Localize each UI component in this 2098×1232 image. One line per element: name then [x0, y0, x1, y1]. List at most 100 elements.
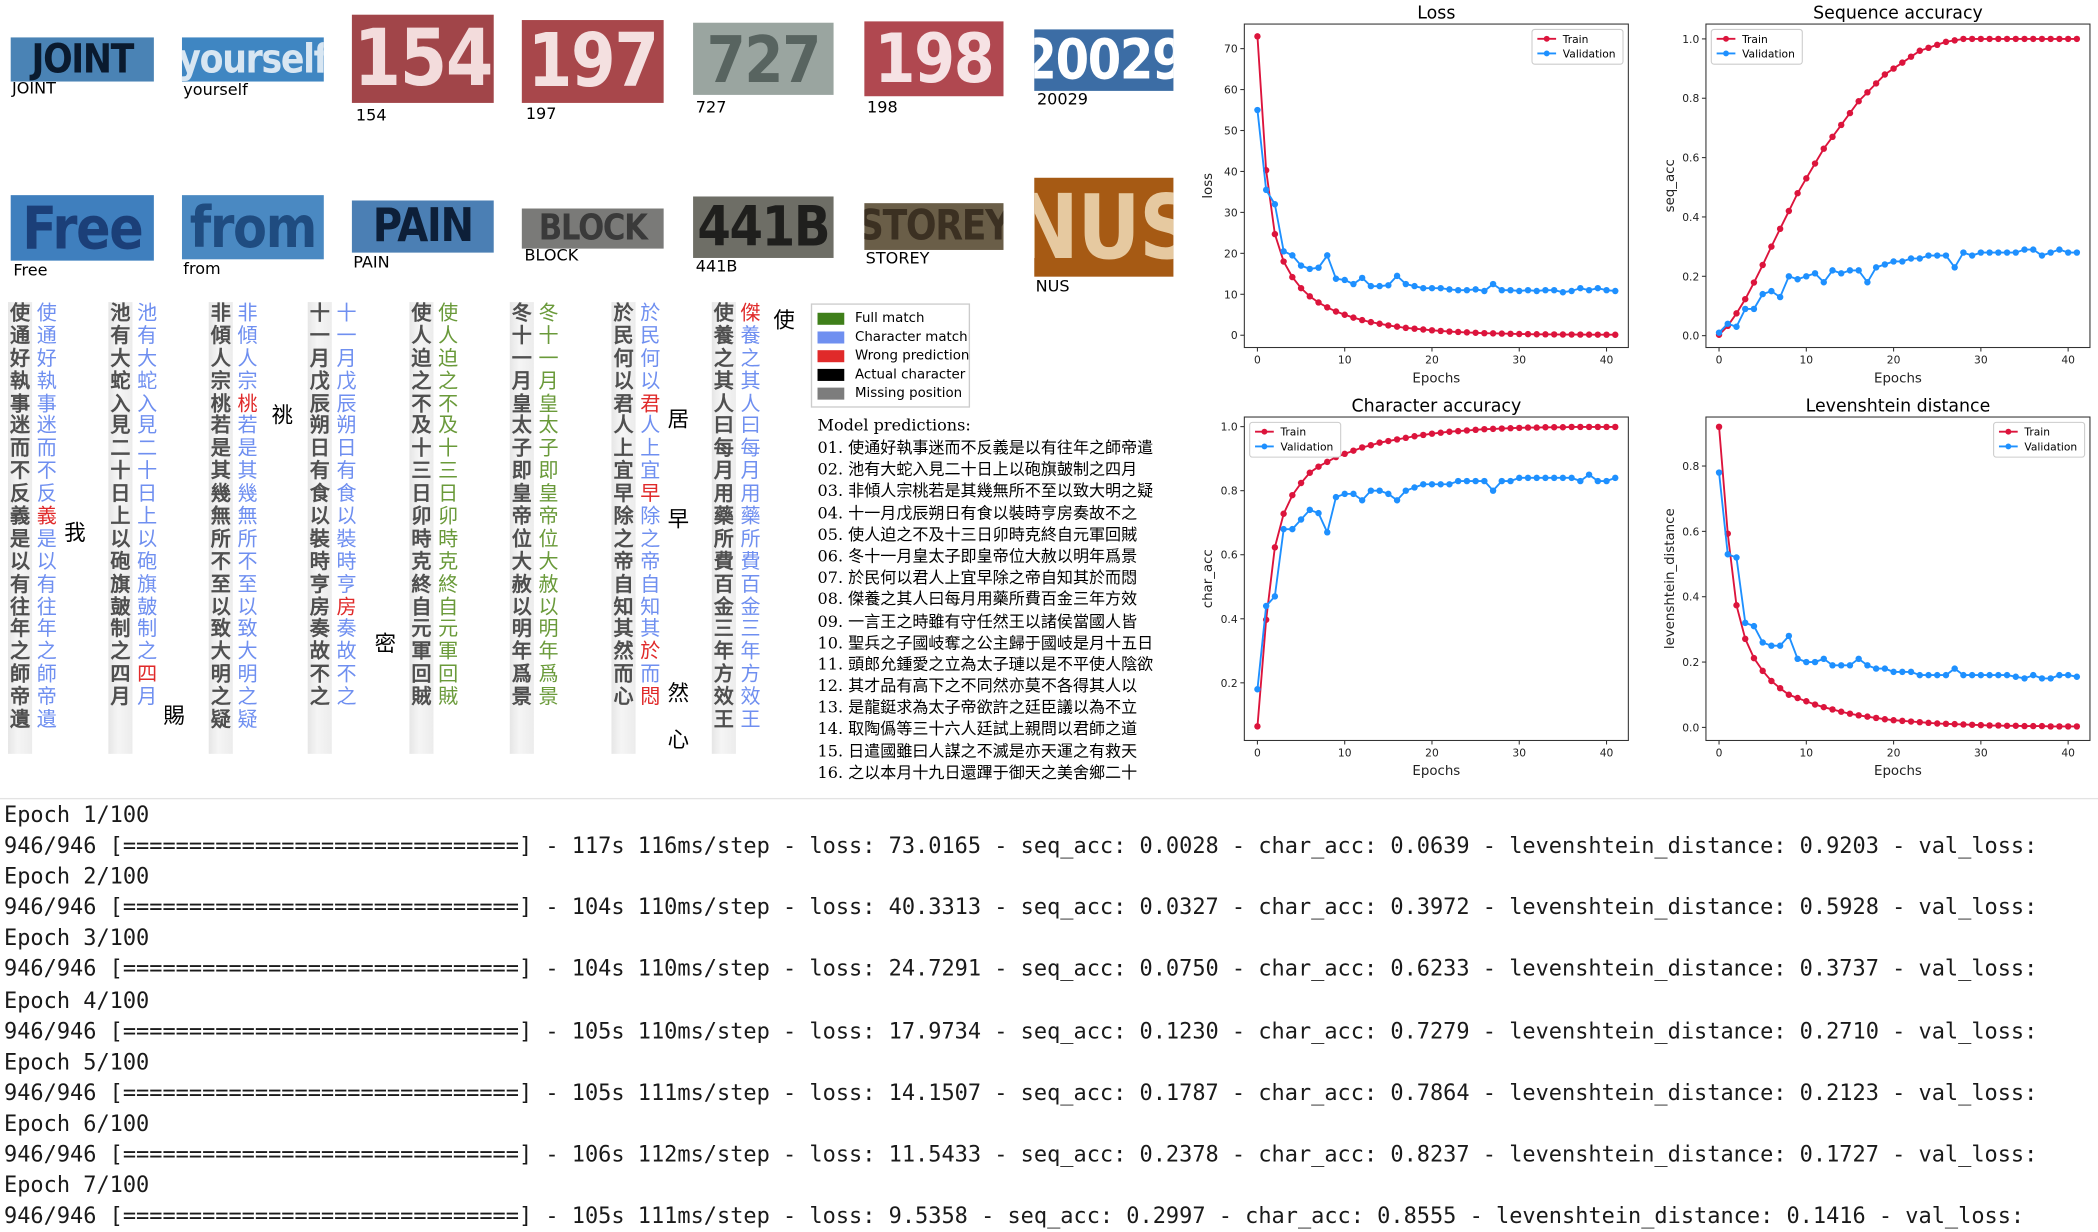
manuscript-char: 藥 [713, 503, 734, 528]
predicted-char: 王 [740, 707, 761, 732]
legend-series-name: Validation [1563, 47, 1616, 60]
predicted-char: 通 [36, 323, 57, 348]
manuscript-char: 之 [309, 684, 330, 709]
legend-entry: Wrong prediction [817, 347, 969, 366]
legend-label: Full match [854, 310, 925, 326]
x-tick-label: 40 [1600, 747, 1614, 760]
data-point [2038, 252, 2046, 259]
data-point [1516, 287, 1523, 295]
manuscript-char: 裝 [309, 526, 330, 551]
data-point [1454, 427, 1462, 435]
manuscript-char: 皇 [511, 391, 532, 416]
manuscript-char: 而 [613, 661, 634, 687]
data-point [1899, 258, 1906, 265]
data-point [1385, 437, 1392, 445]
x-tick-label: 0 [1716, 747, 1723, 760]
x-axis-label: Epochs [1874, 764, 1922, 779]
data-point [1437, 481, 1444, 488]
manuscript-char: 之 [10, 639, 31, 664]
data-point [1890, 717, 1897, 724]
predicted-char: 於 [640, 302, 661, 325]
predicted-char: 日 [336, 436, 357, 461]
predicted-char: 往 [36, 594, 57, 619]
actual-char-annotation: 早 [667, 506, 690, 532]
prediction-line: 16. 之以本月十九日還蹕于御天之美舍鄉二十 [817, 762, 1138, 782]
data-point [1846, 267, 1854, 274]
predicted-char: 十 [336, 302, 357, 325]
predicted-char: 十 [438, 436, 459, 461]
manuscript-char: 使 [713, 302, 734, 325]
data-point [1820, 145, 1827, 152]
data-point [1358, 444, 1366, 451]
predicted-char: 年 [740, 639, 761, 664]
predicted-char: 子 [538, 436, 559, 461]
chart-title: Character accuracy [1351, 397, 1521, 417]
manuscript-char: 月 [511, 368, 532, 393]
legend-series-name: Validation [1742, 47, 1795, 60]
predicted-char: 一 [538, 345, 559, 370]
epoch-header: Epoch 7/100 [4, 1172, 150, 1198]
manuscript-char: 人 [411, 323, 432, 348]
predicted-char: 效 [740, 684, 761, 709]
data-point [1559, 289, 1567, 296]
data-point [1533, 287, 1540, 295]
data-point [1951, 720, 1958, 728]
manuscript-char: 早 [613, 481, 634, 506]
data-point [1350, 447, 1357, 454]
predicted-char: 所 [237, 526, 258, 551]
predicted-char: 知 [640, 594, 661, 619]
predicted-char: 自 [438, 594, 459, 619]
manuscript-char: 年 [511, 639, 532, 664]
data-point [1559, 331, 1567, 338]
data-point [2021, 35, 2028, 43]
manuscript-char: 帝 [613, 549, 634, 574]
manuscript-char: 使 [10, 302, 31, 325]
legend-marker [1723, 35, 1729, 42]
y-tick-label: 40 [1224, 165, 1238, 178]
predicted-char: 月 [538, 368, 559, 393]
ocr-crop-label: PAIN [353, 252, 390, 272]
data-point [1768, 243, 1775, 250]
data-point [1437, 327, 1444, 335]
data-point [1603, 423, 1610, 431]
data-point [1271, 593, 1279, 600]
manuscript-char: 故 [309, 639, 330, 664]
data-point [1829, 706, 1836, 713]
data-point [1358, 497, 1366, 504]
data-point [1376, 320, 1383, 327]
manuscript-char: 效 [713, 684, 734, 709]
data-point [1960, 35, 1967, 43]
data-point [1977, 249, 1985, 256]
predicted-char: 使 [36, 302, 57, 325]
manuscript-char: 房 [309, 594, 330, 619]
data-point [1367, 318, 1375, 326]
data-point [1986, 671, 1993, 679]
predicted-char: 使 [438, 302, 459, 325]
predicted-char: 賊 [438, 684, 459, 709]
manuscript-char: 何 [613, 345, 634, 370]
prediction-line: 02. 池有大蛇入見二十日上以砲旗皷制之四月 [817, 460, 1138, 479]
data-point [1934, 252, 1941, 259]
data-point [1864, 713, 1871, 720]
data-point [1516, 330, 1523, 338]
data-point [2012, 249, 2019, 256]
y-axis-label: char_acc [1201, 549, 1216, 608]
data-point [1925, 719, 1932, 727]
data-point [1986, 249, 1993, 256]
legend-series-name: Train [2023, 426, 2050, 439]
manuscript-char: 冬 [511, 302, 532, 325]
training-log-console[interactable]: Epoch 1/100 946/946 [====================… [0, 797, 2098, 1232]
data-point [1864, 662, 1871, 669]
legend-swatch [817, 331, 845, 344]
data-point [1385, 282, 1392, 289]
predicted-char: 自 [640, 571, 661, 596]
manuscript-char: 太 [511, 413, 532, 438]
manuscript-char: 其 [210, 458, 231, 483]
manuscript-char: 除 [613, 503, 634, 528]
data-point [1890, 668, 1897, 676]
actual-char-annotation: 賜 [163, 703, 185, 729]
data-point [2064, 35, 2072, 43]
y-tick-label: 50 [1224, 125, 1238, 138]
data-point [1742, 295, 1749, 303]
manuscript-char: 不 [411, 391, 432, 416]
